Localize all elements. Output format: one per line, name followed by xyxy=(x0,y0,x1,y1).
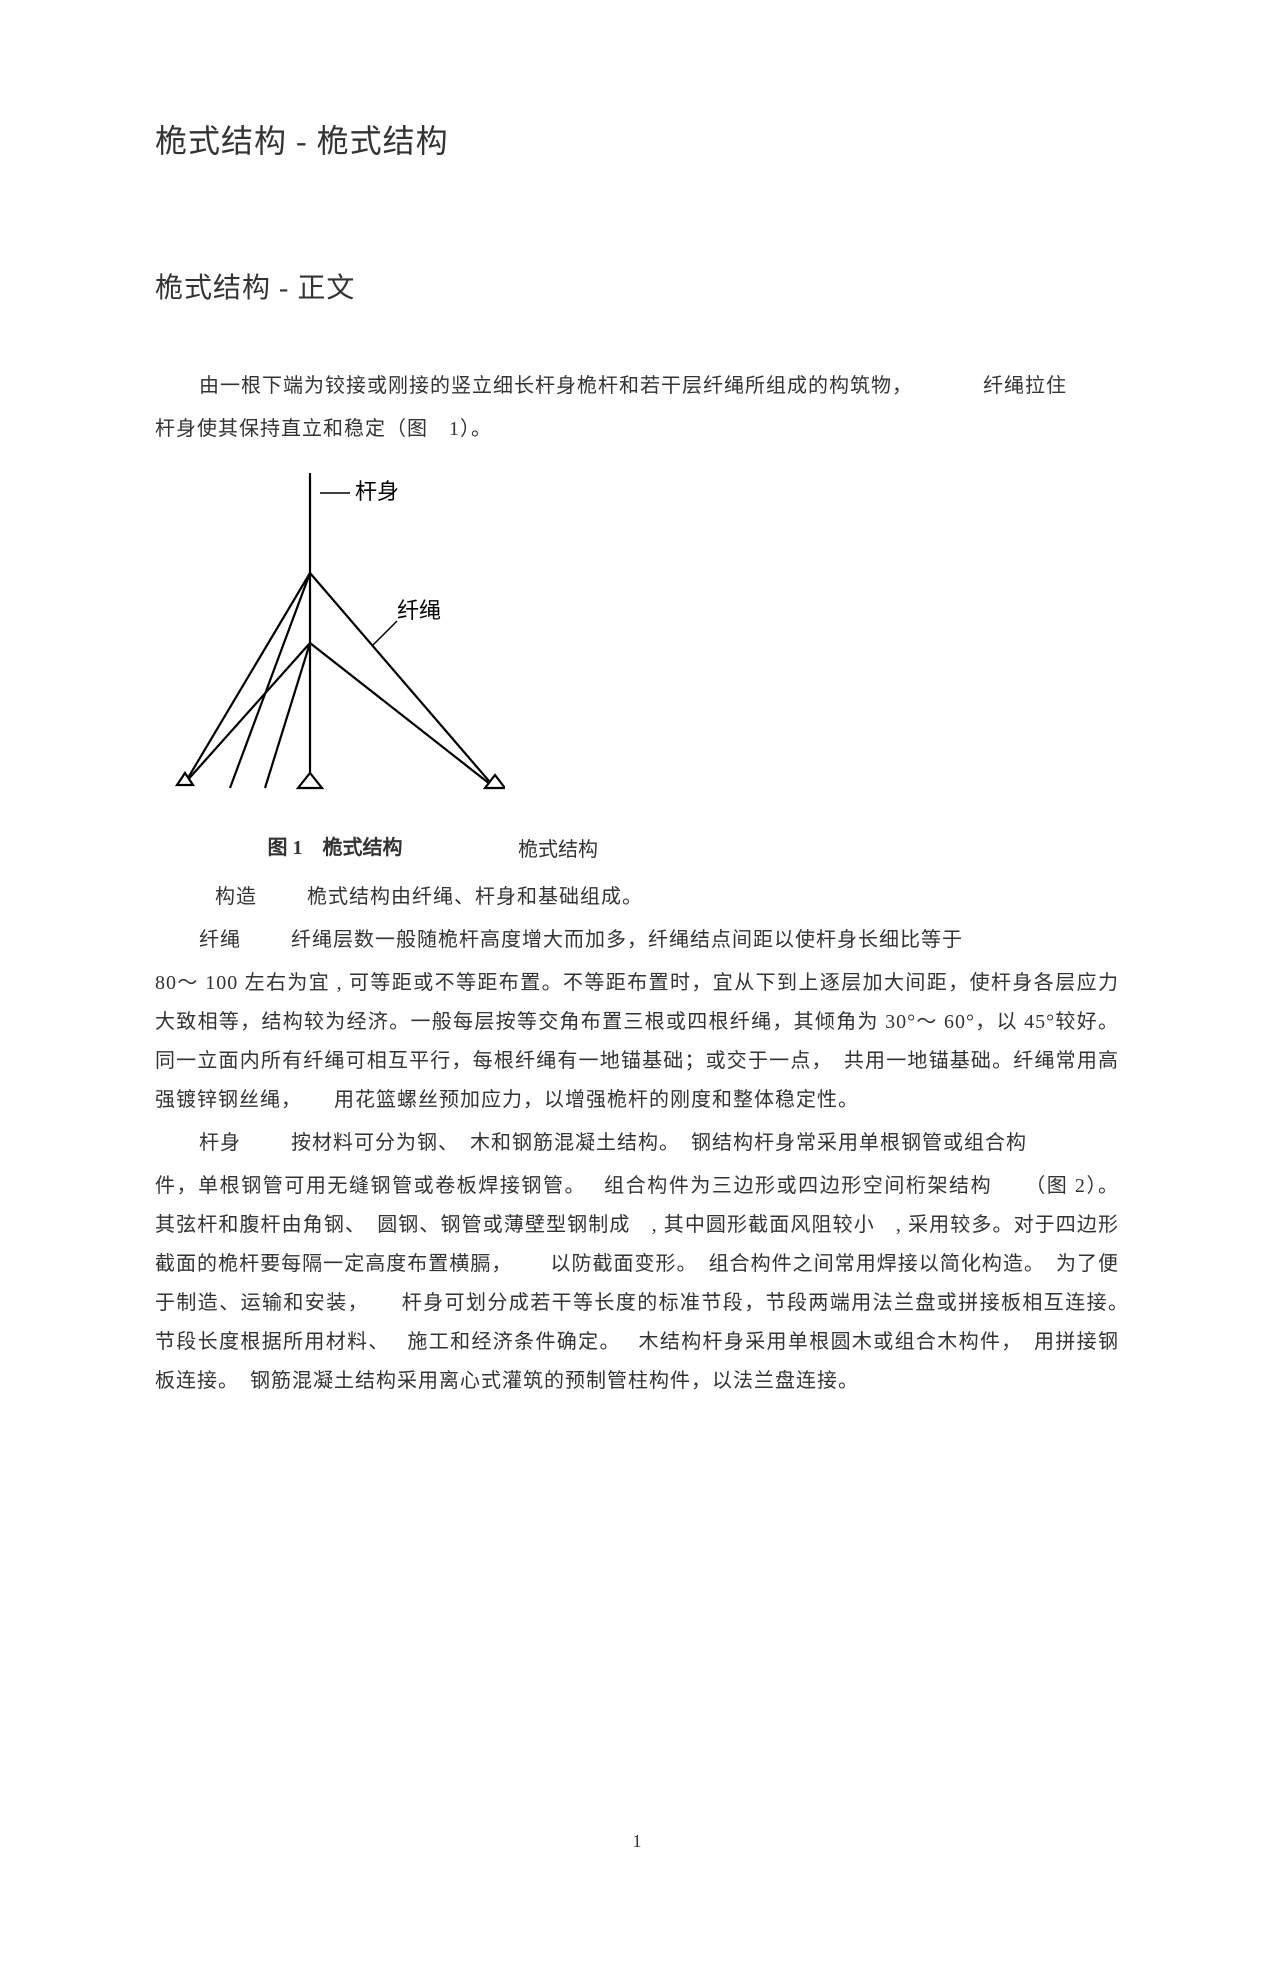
rope-body: 80～ 100 左右为宜 , 可等距或不等距布置。不等距布置时，宜从下到上逐层加… xyxy=(155,964,1119,1120)
shaft-label: 杆身 xyxy=(199,1132,241,1154)
gouzao-text: 桅式结构由纤绳、杆身和基础组成。 xyxy=(307,886,643,908)
section-rope-head: 纤绳 纤绳层数一般随桅杆高度增大而加多，纤绳结点间距以使杆身长细比等于 xyxy=(155,921,1119,960)
figure-caption: 图 1 桅式结构 xyxy=(165,829,505,868)
intro-text-1b: 纤绳拉住 xyxy=(983,375,1067,397)
page-title: 桅式结构 - 桅式结构 xyxy=(155,110,1119,172)
section-subtitle: 桅式结构 - 正文 xyxy=(155,262,1119,317)
guyed-mast-diagram: 杆身 纤绳 xyxy=(165,463,505,823)
shaft-line1: 按材料可分为钢、 木和钢筋混凝土结构。 钢结构杆身常采用单根钢管或组合构 xyxy=(291,1132,1027,1154)
figure-side-caption: 桅式结构 xyxy=(518,831,598,870)
page-number: 1 xyxy=(155,1824,1119,1859)
intro-line2: 杆身使其保持直立和稳定（图 1）。 xyxy=(155,410,1119,449)
rope-line1: 纤绳层数一般随桅杆高度增大而加多，纤绳结点间距以使杆身长细比等于 xyxy=(291,929,963,951)
gouzao-label: 构造 xyxy=(215,886,257,908)
section-gouzao: 构造 桅式结构由纤绳、杆身和基础组成。 xyxy=(155,878,1119,917)
figure-label-shaft: 杆身 xyxy=(355,479,399,504)
figure-1: 杆身 纤绳 图 1 桅式结构 xyxy=(165,463,505,868)
section-shaft-head: 杆身 按材料可分为钢、 木和钢筋混凝土结构。 钢结构杆身常采用单根钢管或组合构 xyxy=(155,1124,1119,1163)
intro-line1: 由一根下端为铰接或刚接的竖立细长杆身桅杆和若干层纤绳所组成的构筑物， 纤绳拉住 xyxy=(155,367,1119,406)
shaft-body: 件，单根钢管可用无缝钢管或卷板焊接钢管。 组合构件为三边形或四边形空间桁架结构 … xyxy=(155,1167,1119,1401)
intro-text-1: 由一根下端为铰接或刚接的竖立细长杆身桅杆和若干层纤绳所组成的构筑物， xyxy=(199,375,913,397)
figure-label-rope: 纤绳 xyxy=(397,598,441,623)
rope-label: 纤绳 xyxy=(199,929,241,951)
